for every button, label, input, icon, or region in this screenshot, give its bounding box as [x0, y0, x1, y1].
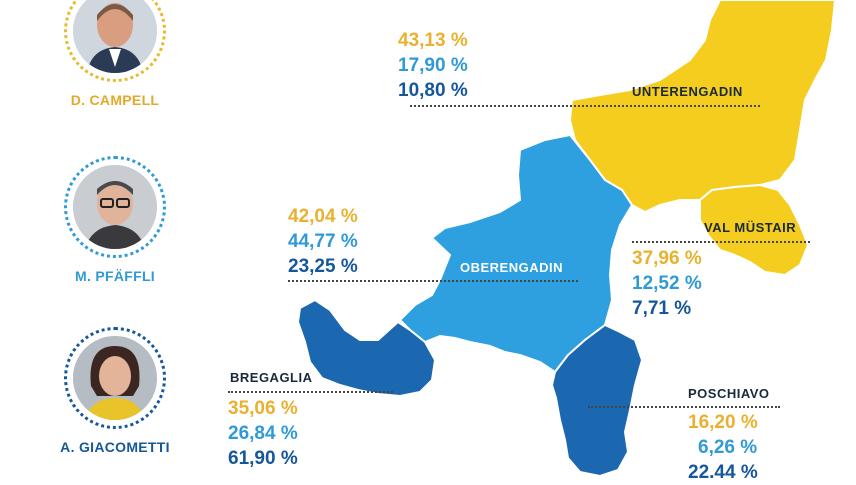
candidate-name: A. GIACOMETTI [60, 439, 170, 455]
candidate-photo-ring [64, 0, 166, 82]
region-label-poschiavo: POSCHIAVO [688, 386, 770, 401]
map-region-oberengadin [398, 133, 634, 374]
portrait-icon [73, 0, 157, 73]
candidate-photo-ring [64, 156, 166, 258]
avatar [73, 0, 157, 73]
result-pfaeffli: 17,90 % [398, 55, 468, 76]
result-giacometti: 23,25 % [288, 256, 358, 277]
leader-line [228, 391, 393, 393]
portrait-icon [73, 165, 157, 249]
candidate-name: M. PFÄFFLI [75, 268, 155, 284]
result-campell: 35,06 % [228, 398, 298, 419]
leader-line [632, 241, 810, 243]
portrait-icon [73, 336, 157, 420]
region-label-bregaglia: BREGAGLIA [230, 370, 313, 385]
result-campell: 37,96 % [632, 248, 702, 269]
map-region-bregaglia [296, 298, 437, 398]
map-region-poschiavo [550, 323, 644, 478]
candidate-pfaeffli: M. PFÄFFLI [15, 156, 215, 284]
result-campell: 16,20 % [688, 412, 758, 433]
result-giacometti: 10,80 % [398, 80, 468, 101]
region-label-val-mustair: VAL MÜSTAIR [704, 220, 797, 235]
result-campell: 43,13 % [398, 30, 468, 51]
results-unterengadin: 43,13 % 17,90 % 10,80 % [398, 28, 468, 103]
candidate-giacometti: A. GIACOMETTI [15, 327, 215, 455]
region-label-unterengadin: UNTERENGADIN [632, 84, 743, 99]
results-poschiavo: 16,20 % 6,26 % 22.44 % [688, 410, 758, 485]
result-pfaeffli: 6,26 % [698, 437, 758, 458]
result-campell: 42,04 % [288, 206, 358, 227]
candidate-photo-ring [64, 327, 166, 429]
map-region-val-mustair [699, 183, 810, 277]
leader-line [588, 406, 780, 408]
result-giacometti: 22.44 % [688, 462, 758, 483]
leader-line [410, 105, 760, 107]
result-pfaeffli: 26,84 % [228, 423, 298, 444]
leader-line [288, 280, 578, 282]
result-pfaeffli: 44,77 % [288, 231, 358, 252]
results-bregaglia: 35,06 % 26,84 % 61,90 % [228, 396, 298, 471]
region-label-oberengadin: OBERENGADIN [460, 260, 564, 275]
result-giacometti: 7,71 % [632, 298, 692, 319]
result-pfaeffli: 12,52 % [632, 273, 702, 294]
avatar [73, 336, 157, 420]
avatar [73, 165, 157, 249]
results-val-mustair: 37,96 % 12,52 % 7,71 % [632, 246, 702, 321]
candidate-name: D. CAMPELL [70, 92, 160, 108]
candidate-campell: D. CAMPELL [15, 0, 215, 108]
result-giacometti: 61,90 % [228, 448, 298, 469]
results-oberengadin: 42,04 % 44,77 % 23,25 % [288, 204, 358, 279]
